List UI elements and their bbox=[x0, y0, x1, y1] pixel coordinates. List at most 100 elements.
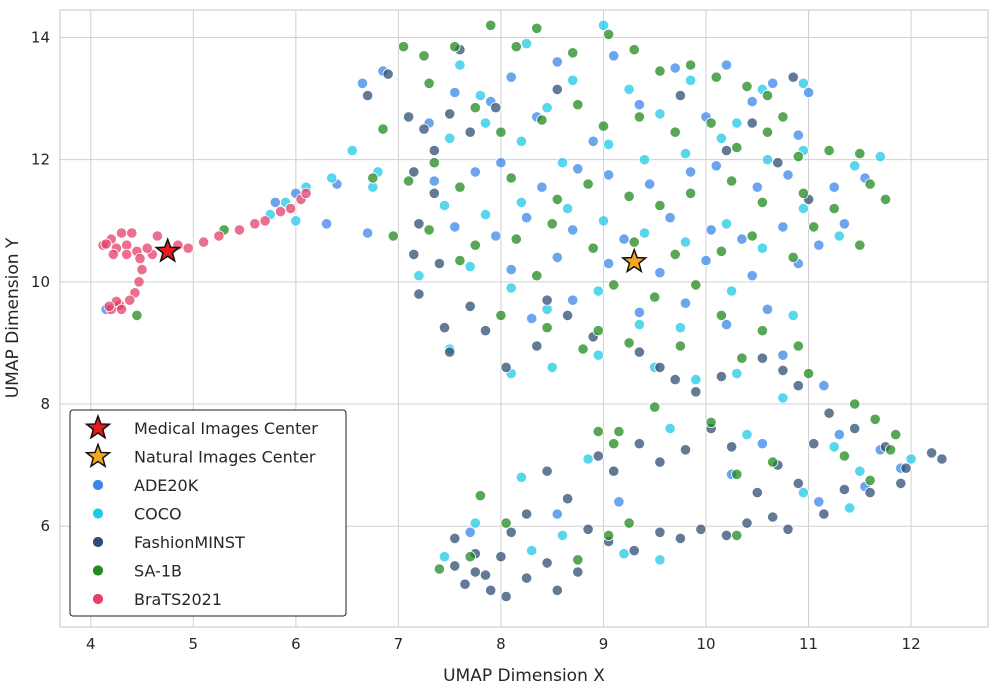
data-point bbox=[884, 444, 897, 456]
data-point bbox=[121, 248, 133, 260]
data-point bbox=[556, 529, 569, 542]
data-point bbox=[433, 563, 445, 575]
data-point bbox=[864, 486, 876, 499]
data-point bbox=[705, 416, 717, 428]
data-point bbox=[592, 450, 604, 462]
data-point bbox=[479, 209, 492, 221]
series-brats2021 bbox=[97, 187, 312, 315]
data-point bbox=[874, 151, 886, 163]
data-point bbox=[690, 386, 702, 398]
data-point bbox=[787, 309, 799, 321]
data-point bbox=[715, 370, 728, 383]
data-point bbox=[505, 526, 517, 538]
data-point bbox=[444, 346, 456, 358]
data-point bbox=[802, 86, 815, 99]
legend-circle-marker bbox=[92, 507, 104, 520]
legend-item: COCO bbox=[92, 505, 182, 524]
data-point bbox=[761, 154, 774, 166]
data-point bbox=[623, 517, 635, 529]
data-point bbox=[654, 554, 666, 566]
data-point bbox=[444, 132, 456, 144]
legend-label: SA-1B bbox=[134, 562, 182, 581]
data-point bbox=[551, 584, 563, 596]
data-point bbox=[638, 154, 651, 166]
data-point bbox=[134, 253, 146, 265]
data-point bbox=[633, 111, 646, 123]
data-point bbox=[428, 157, 440, 169]
data-point bbox=[674, 340, 687, 352]
data-point bbox=[500, 361, 512, 373]
data-point bbox=[454, 181, 466, 193]
data-point bbox=[551, 193, 563, 205]
data-point bbox=[674, 89, 687, 102]
data-point bbox=[285, 202, 297, 215]
data-point bbox=[895, 477, 907, 489]
center-markers bbox=[154, 237, 648, 274]
data-point bbox=[438, 322, 451, 334]
data-point bbox=[818, 380, 830, 392]
data-point bbox=[720, 144, 733, 157]
data-point bbox=[797, 77, 810, 89]
center-star-marker bbox=[154, 237, 182, 263]
data-point bbox=[823, 407, 835, 419]
data-point bbox=[505, 263, 517, 276]
data-point bbox=[777, 221, 789, 233]
data-point bbox=[746, 230, 758, 242]
data-point bbox=[613, 425, 625, 438]
data-point bbox=[649, 291, 661, 303]
data-point bbox=[690, 373, 702, 386]
legend-label: Medical Images Center bbox=[134, 419, 318, 438]
legend-item: BraTS2021 bbox=[92, 590, 222, 609]
data-point bbox=[428, 144, 440, 157]
data-point bbox=[541, 294, 553, 306]
data-point bbox=[608, 279, 620, 291]
data-point bbox=[756, 352, 769, 364]
data-point bbox=[377, 123, 389, 135]
data-point bbox=[290, 215, 302, 227]
data-point bbox=[654, 526, 666, 538]
data-point bbox=[326, 172, 338, 184]
data-point bbox=[582, 523, 594, 535]
data-point bbox=[541, 322, 553, 334]
data-point bbox=[428, 187, 440, 199]
data-point bbox=[628, 544, 640, 557]
legend-label: ADE20K bbox=[134, 476, 199, 495]
data-point bbox=[746, 117, 758, 129]
data-point bbox=[849, 398, 861, 410]
data-point bbox=[597, 215, 610, 227]
data-point bbox=[628, 44, 640, 56]
data-point bbox=[890, 428, 902, 441]
legend-label: FashionMINST bbox=[134, 533, 245, 552]
data-point bbox=[572, 99, 584, 111]
data-point bbox=[454, 254, 466, 267]
x-tick-label: 9 bbox=[599, 635, 609, 653]
data-point bbox=[731, 468, 743, 480]
x-tick-label: 12 bbox=[902, 635, 921, 653]
data-point bbox=[849, 422, 861, 435]
data-point bbox=[633, 306, 646, 318]
data-point bbox=[674, 322, 687, 334]
data-point bbox=[602, 138, 615, 150]
data-point bbox=[813, 239, 825, 251]
data-point bbox=[792, 340, 804, 352]
data-point bbox=[828, 202, 840, 215]
data-point bbox=[654, 108, 666, 120]
data-point bbox=[864, 474, 876, 486]
data-point bbox=[623, 337, 635, 349]
data-point bbox=[515, 196, 528, 208]
data-point bbox=[705, 117, 717, 129]
data-point bbox=[602, 257, 615, 270]
data-point bbox=[679, 297, 692, 309]
data-point bbox=[131, 309, 143, 321]
data-point bbox=[602, 169, 615, 181]
data-point bbox=[725, 285, 738, 297]
data-point bbox=[736, 352, 748, 364]
data-point bbox=[756, 242, 769, 254]
data-point bbox=[464, 526, 476, 538]
data-point bbox=[469, 517, 481, 529]
data-point bbox=[356, 77, 369, 89]
data-point bbox=[541, 557, 553, 569]
data-point bbox=[756, 196, 769, 208]
data-point bbox=[536, 181, 548, 193]
data-point bbox=[444, 108, 456, 120]
